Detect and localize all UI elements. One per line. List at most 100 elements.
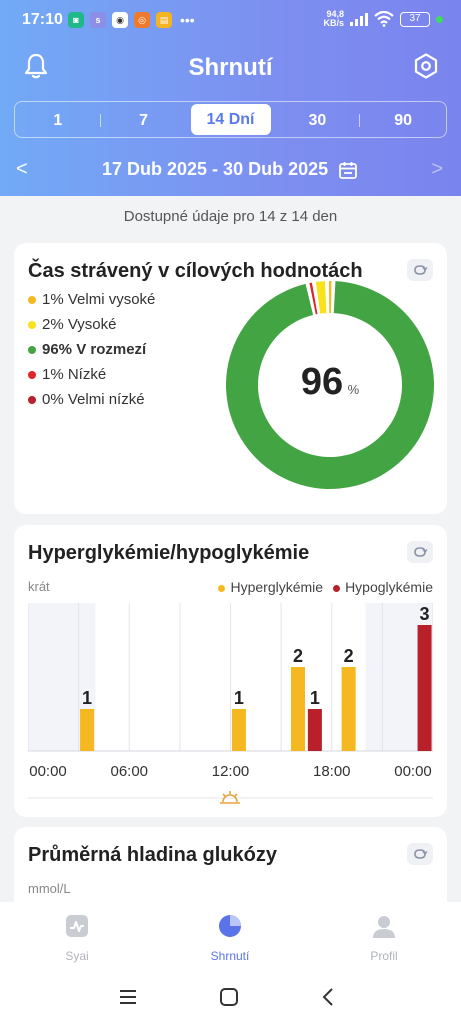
hh-refresh-button[interactable] [407, 541, 433, 563]
home-icon[interactable] [218, 986, 240, 1008]
net-speed-unit: KB/s [323, 18, 344, 28]
legend-dot [28, 370, 36, 379]
more-notifications-icon: ••• [180, 12, 195, 28]
syai-icon: s [90, 12, 106, 28]
menu-icon[interactable] [117, 986, 139, 1008]
tir-legend-text: 1% Velmi vysoké [42, 291, 156, 308]
privacy-indicator-icon [436, 15, 443, 23]
tab-syai-label: Syai [65, 949, 89, 963]
range-tab-3[interactable]: 30 [275, 102, 361, 137]
bar-value-label: 2 [344, 646, 354, 666]
hyper-bar[interactable] [231, 709, 246, 751]
hh-title: Hyperglykémie/hypoglykémie [28, 542, 310, 564]
x-tick-label: 00:00 [29, 763, 67, 780]
hh-bar-chart: 1 1 2 2 1 3 [28, 603, 433, 752]
avg-refresh-button[interactable] [407, 843, 433, 865]
x-tick-label: 18:00 [312, 763, 351, 780]
tab-summary-label: Shrnutí [210, 949, 250, 963]
tir-legend-text: 1% Nízké [42, 366, 107, 383]
tir-legend-item: 0% Velmi nízké [28, 391, 145, 408]
bar-value-label: 1 [310, 688, 320, 708]
time-of-day-strip [28, 791, 433, 804]
hh-legend: Hyperglykémie Hypoglykémie [218, 579, 433, 595]
tir-refresh-button[interactable] [407, 259, 433, 281]
bar-value-label: 1 [82, 688, 92, 708]
calendar-icon[interactable] [338, 160, 358, 180]
prev-period-button[interactable]: < [16, 158, 28, 180]
notes-icon: ▤ [156, 12, 172, 28]
range-tab-1[interactable]: 7 [139, 112, 149, 129]
range-tab-2[interactable]: 14 Dní [190, 104, 271, 135]
net-speed-value: 94,8 [326, 9, 344, 19]
hyper-bar[interactable] [291, 667, 305, 751]
availability-text: Dostupné údaje pro 14 z 14 den [123, 208, 338, 225]
legend-hypo: Hypoglykémie [333, 579, 433, 595]
tab-profile[interactable]: Profil [334, 912, 434, 963]
bar-value-label: 2 [293, 646, 303, 666]
mi-icon: ◙ [68, 12, 84, 28]
orange-app-icon: ◎ [134, 12, 150, 28]
sunrise-icon [220, 791, 240, 804]
refresh-icon [414, 547, 428, 557]
donut-slice [309, 282, 318, 315]
tab-syai[interactable]: Syai [27, 912, 127, 963]
refresh-icon [414, 849, 428, 859]
legend-dot [28, 395, 36, 404]
date-row: < 17 Dub 2025 - 30 Dub 2025 > [0, 152, 461, 186]
status-app-icons: ◙ s ◉ ◎ ▤ ••• [68, 12, 195, 28]
legend-dot [28, 295, 36, 304]
tir-title: Čas strávený v cílových hodnotách [28, 260, 363, 282]
range-tab-4[interactable]: 90 [394, 112, 413, 129]
tir-legend-item: 1% Nízké [28, 366, 106, 383]
hypo-bar[interactable] [417, 625, 432, 751]
chrome-icon: ◉ [112, 12, 128, 28]
tir-center-unit: % [347, 382, 360, 397]
header: 17:10 ◙ s ◉ ◎ ▤ ••• 94,8 KB/s 37 Shrnutí [0, 0, 461, 196]
tir-legend-item: 2% Vysoké [28, 316, 116, 333]
pie-chart-icon [219, 915, 241, 937]
tir-legend-item: 96% V rozmezí [28, 341, 146, 358]
status-time: 17:10 [22, 11, 63, 28]
page-title: Shrnutí [188, 54, 273, 81]
hyper-hypo-card: Hyperglykémie/hypoglykémie krát Hypergly… [14, 525, 447, 817]
signal-icon [350, 12, 368, 26]
bar-value-label: 1 [234, 688, 244, 708]
avg-title: Průměrná hladina glukózy [28, 844, 277, 866]
avg-unit: mmol/L [28, 881, 71, 896]
tir-legend-text: 2% Vysoké [42, 316, 117, 333]
bottom-tab-bar: Syai Shrnutí Profil [0, 902, 461, 974]
bar-value-label: 3 [420, 604, 430, 624]
time-in-range-card: Čas strávený v cílových hodnotách 1% Vel… [14, 243, 447, 514]
hyper-bar[interactable] [341, 667, 356, 751]
tir-legend-text: 96% V rozmezí [42, 341, 147, 358]
back-icon[interactable] [318, 986, 340, 1008]
date-range: 17 Dub 2025 - 30 Dub 2025 [102, 159, 329, 179]
tab-profile-label: Profil [370, 949, 398, 963]
x-tick-label: 06:00 [110, 763, 149, 780]
wifi-icon [374, 11, 394, 27]
tir-center-value: 96 [300, 361, 344, 403]
range-selector: 1 7 14 Dní 30 90 [14, 101, 447, 138]
x-tick-label: 12:00 [211, 763, 250, 780]
hyper-bar[interactable] [80, 709, 95, 751]
status-right: 94,8 KB/s 37 [323, 10, 443, 28]
bell-icon[interactable] [22, 52, 50, 80]
donut-slice [328, 281, 332, 314]
hypo-bar[interactable] [307, 709, 322, 751]
tir-legend-text: 0% Velmi nízké [42, 391, 145, 408]
hh-unit: krát [28, 579, 50, 594]
profile-icon [373, 916, 395, 938]
tir-donut-chart [226, 281, 434, 489]
donut-slice [315, 281, 327, 314]
range-tab-0[interactable]: 1 [15, 102, 101, 137]
status-bar: 17:10 ◙ s ◉ ◎ ▤ ••• 94,8 KB/s 37 [0, 0, 461, 40]
next-period-button[interactable]: > [431, 158, 443, 180]
settings-icon[interactable] [412, 52, 440, 80]
donut-slice [226, 281, 434, 489]
tab-summary[interactable]: Shrnutí [180, 912, 280, 963]
tir-legend-item: 1% Velmi vysoké [28, 291, 155, 308]
x-tick-label: 00:00 [394, 763, 432, 780]
hh-x-axis: 00:00 06:00 12:00 18:00 00:00 [14, 763, 447, 783]
battery-icon: 37 [400, 11, 430, 27]
legend-dot [28, 320, 36, 329]
